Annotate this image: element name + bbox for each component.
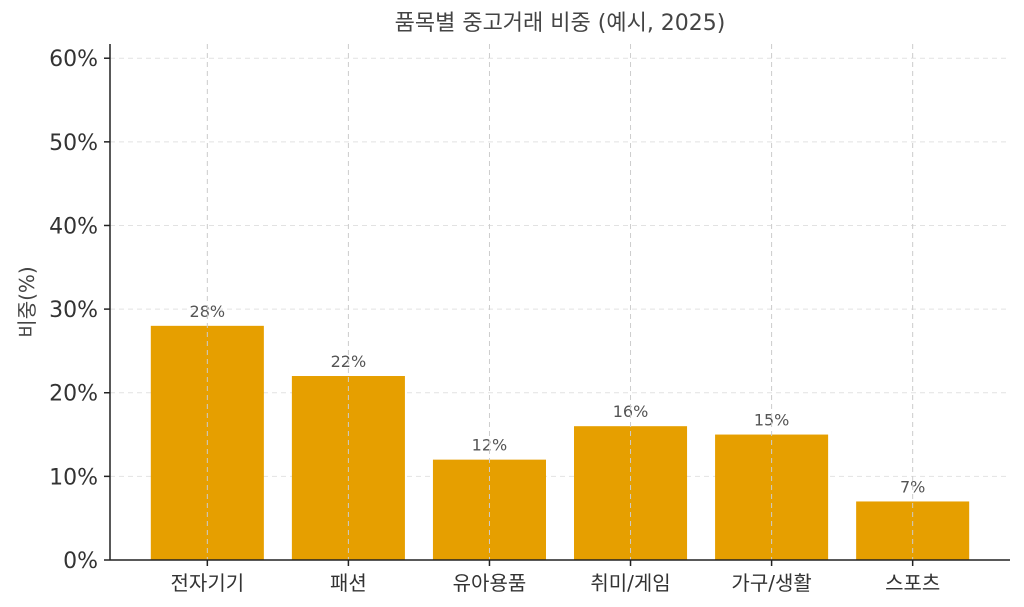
bar <box>432 459 546 560</box>
x-tick-label: 패션 <box>330 571 367 595</box>
y-tick-label: 0% <box>63 549 98 574</box>
x-tick-label: 전자기기 <box>171 571 245 595</box>
x-tick-label: 스포츠 <box>885 571 940 595</box>
chart-title: 품목별 중고거래 비중 (예시, 2025) <box>395 11 726 36</box>
bar <box>574 426 688 560</box>
y-tick-label: 50% <box>49 131 98 156</box>
x-tick-label: 가구/생활 <box>731 571 811 595</box>
y-tick-label: 40% <box>49 214 98 239</box>
y-axis-label: 비중(%) <box>15 266 39 337</box>
y-tick-label: 20% <box>49 382 98 407</box>
y-tick-label: 30% <box>49 298 98 323</box>
y-tick-label: 60% <box>49 47 98 72</box>
x-tick-label: 취미/게임 <box>590 571 670 595</box>
data-label: 16% <box>613 402 649 421</box>
y-tick-label: 10% <box>49 465 98 490</box>
x-tick-label: 유아용품 <box>453 571 527 595</box>
data-label: 28% <box>190 302 226 321</box>
data-label: 15% <box>754 411 790 430</box>
data-label: 12% <box>472 436 508 455</box>
